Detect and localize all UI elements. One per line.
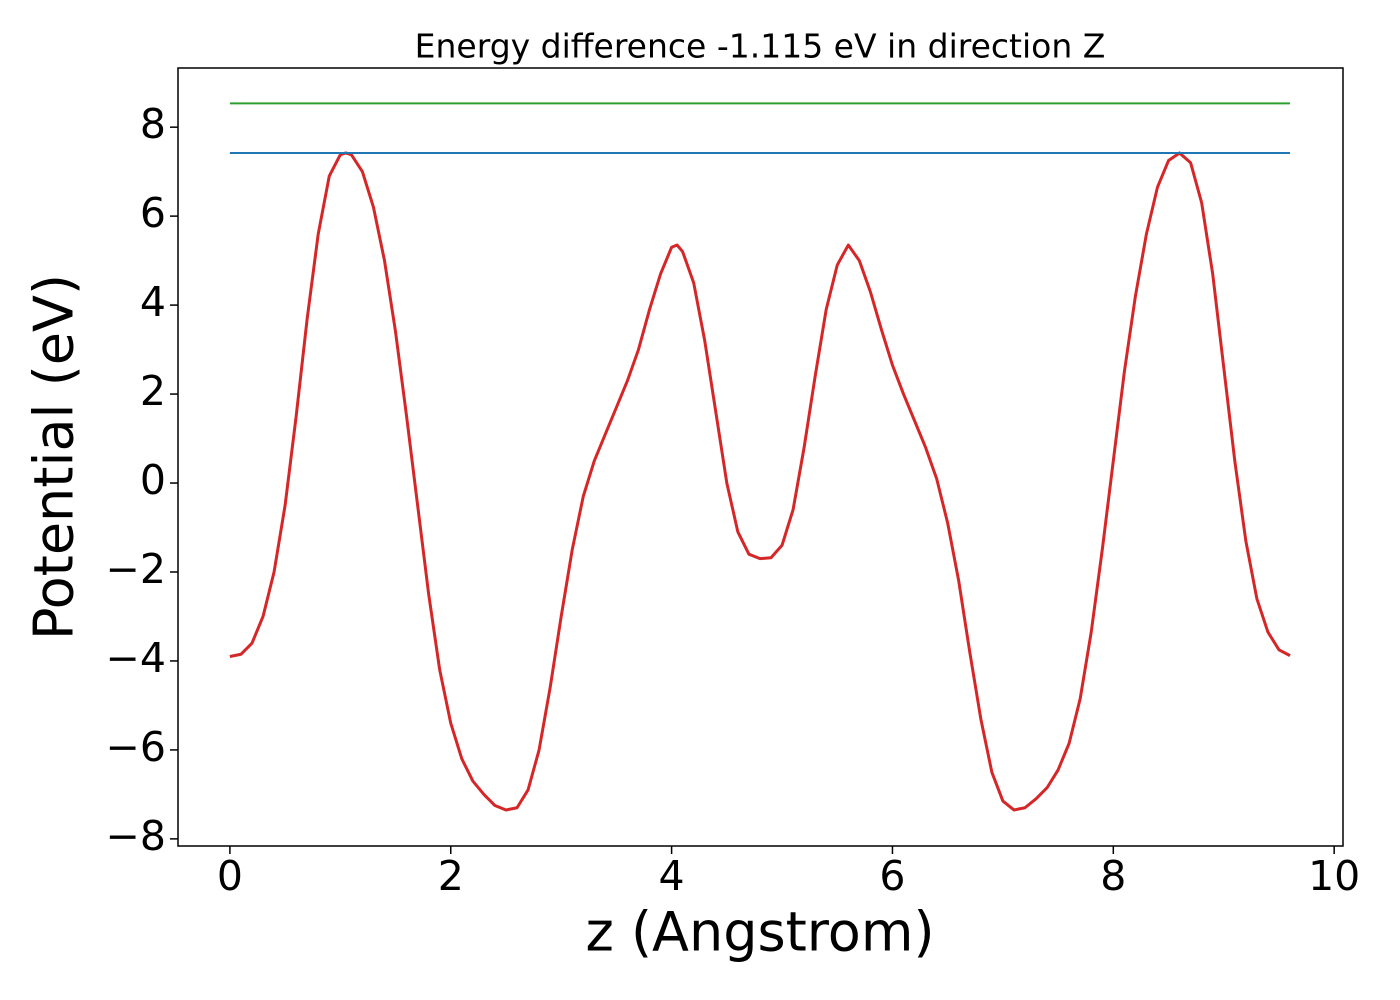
y-tick-label: 6 xyxy=(140,189,166,237)
x-axis-label: z (Angstrom) xyxy=(585,901,934,964)
x-tick-label: 10 xyxy=(1308,852,1360,900)
x-tick-label: 8 xyxy=(1100,852,1126,900)
y-tick-label: −2 xyxy=(106,545,166,593)
y-tick-label: 4 xyxy=(140,278,166,326)
y-tick-label: 2 xyxy=(140,367,166,415)
y-tick-label: −8 xyxy=(106,812,166,860)
y-axis-label: Potential (eV) xyxy=(23,274,86,640)
chart-title: Energy difference -1.115 eV in direction… xyxy=(415,27,1106,66)
x-tick-label: 4 xyxy=(659,852,685,900)
x-tick-label: 6 xyxy=(879,852,905,900)
y-tick-label: 0 xyxy=(140,456,166,504)
plot-frame xyxy=(177,67,1344,847)
x-tick-label: 0 xyxy=(217,852,243,900)
y-tick-label: −6 xyxy=(106,723,166,771)
line-series xyxy=(229,151,1291,812)
x-tick-label: 2 xyxy=(438,852,464,900)
y-tick-label: 8 xyxy=(140,100,166,148)
y-tick-label: −4 xyxy=(106,634,166,682)
